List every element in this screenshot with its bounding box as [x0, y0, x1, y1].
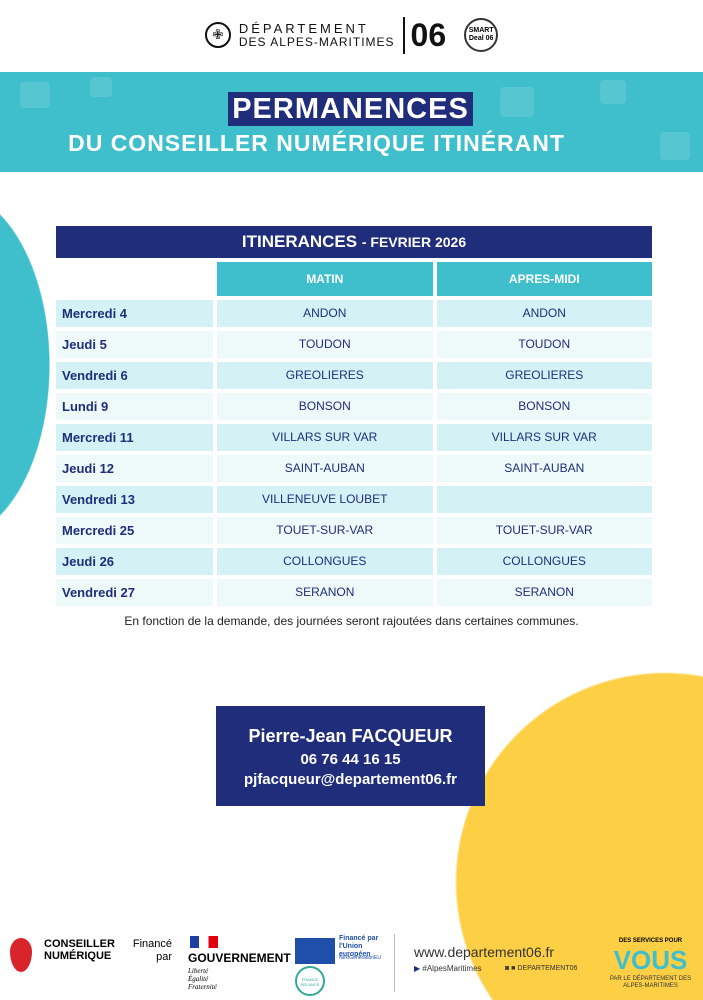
- day-cell: Jeudi 26: [56, 548, 213, 575]
- matin-cell: BONSON: [217, 393, 433, 420]
- banner-title: PERMANENCES: [228, 92, 473, 126]
- matin-cell: VILLARS SUR VAR: [217, 424, 433, 451]
- column-header-apres-midi: APRES-MIDI: [436, 262, 652, 296]
- table-row: Mercredi 25 TOUET-SUR-VAR TOUET-SUR-VAR: [56, 517, 652, 544]
- apres-midi-cell: TOUET-SUR-VAR: [436, 517, 652, 544]
- table-row: Vendredi 6 GREOLIERES GREOLIERES: [56, 362, 652, 389]
- table-row: Jeudi 26 COLLONGUES COLLONGUES: [56, 548, 652, 575]
- instagram-facebook-icons: ◙ ■: [505, 965, 516, 972]
- apres-midi-cell: ANDON: [436, 300, 652, 327]
- contact-email[interactable]: pjfacqueur@departement06.fr: [243, 771, 457, 788]
- day-cell: Jeudi 5: [56, 331, 213, 358]
- header-logos: ✙ DÉPARTEMENT DES ALPES-MARITIMES 06 SMAR…: [0, 0, 703, 70]
- day-cell: Vendredi 6: [56, 362, 213, 389]
- french-flag-icon: [190, 936, 218, 948]
- apres-midi-cell: [436, 486, 652, 513]
- org-line1: DÉPARTEMENT: [238, 20, 369, 36]
- table-title: ITINERANCES - FEVRIER 2026: [56, 226, 652, 258]
- eu-sub: NextGenerationEU: [339, 955, 381, 961]
- table-header-row: MATIN APRES-MIDI: [56, 262, 652, 296]
- table-row: Mercredi 11 VILLARS SUR VAR VILLARS SUR VA…: [56, 424, 652, 451]
- matin-cell: VILLENEUVE LOUBET: [217, 486, 433, 513]
- gouvernement-logo: GOUVERNEMENT: [188, 951, 291, 965]
- column-header-matin: MATIN: [217, 262, 433, 296]
- day-cell: Mercredi 25: [56, 517, 213, 544]
- eu-flag-icon: [295, 938, 335, 964]
- table-row: Jeudi 5 TOUDON TOUDON: [56, 331, 652, 358]
- decorative-teal-circle: [0, 190, 50, 540]
- conseiller-numerique-pin-icon: [10, 938, 32, 972]
- apres-midi-cell: GREOLIERES: [436, 362, 652, 389]
- footer: CONSEILLER NUMÉRIQUE Financé par GOUVERN…: [0, 930, 703, 1000]
- eu-funding: Financé par l'Union européen: [339, 935, 379, 958]
- table-row: Mercredi 4 ANDON ANDON: [56, 300, 652, 327]
- schedule-table: ITINERANCES - FEVRIER 2026 MATIN APRES-M…: [56, 226, 652, 606]
- conseiller-numerique-logo: CONSEILLER NUMÉRIQUE: [44, 938, 115, 962]
- smart-deal-logo: SMART Deal 06: [464, 18, 499, 52]
- department-number: 06: [402, 16, 446, 54]
- apres-midi-cell: VILLARS SUR VAR: [436, 424, 652, 451]
- department-name: DÉPARTEMENT DES ALPES-MARITIMES: [239, 22, 395, 49]
- apres-midi-cell: SERANON: [436, 579, 652, 606]
- france-relance-logo: FRANCE RELANCE: [295, 966, 325, 996]
- matin-cell: SAINT-AUBAN: [217, 455, 433, 482]
- matin-cell: ANDON: [217, 300, 433, 327]
- social-handle: ◙ ■ DEPARTEMENT06: [505, 965, 578, 972]
- table-row: Jeudi 12 SAINT-AUBAN SAINT-AUBAN: [56, 455, 652, 482]
- website-link[interactable]: www.departement06.fr: [414, 944, 555, 960]
- matin-cell: GREOLIERES: [217, 362, 433, 389]
- divider: [394, 934, 395, 992]
- contact-name: Pierre-Jean FACQUEUR: [248, 726, 453, 746]
- decorative-yellow-circle: [455, 672, 703, 1000]
- twitter-icon: ▶: [414, 964, 421, 973]
- devise: Liberté Égalité Fraternité: [188, 967, 217, 991]
- services-label: DES SERVICES POUR: [618, 938, 683, 944]
- matin-cell: TOUET-SUR-VAR: [217, 517, 433, 544]
- vous-logo: VOUS: [613, 945, 688, 975]
- apres-midi-cell: TOUDON: [436, 331, 652, 358]
- day-cell: Lundi 9: [56, 393, 213, 420]
- department-emblem-icon: ✙: [204, 22, 231, 48]
- contact-phone[interactable]: 06 76 44 16 15: [300, 751, 401, 768]
- contact-box: Pierre-Jean FACQUEUR 06 76 44 16 15 pjfa…: [216, 706, 485, 806]
- apres-midi-cell: BONSON: [436, 393, 652, 420]
- table-row: Vendredi 13 VILLENEUVE LOUBET: [56, 486, 652, 513]
- table-row: Lundi 9 BONSON BONSON: [56, 393, 652, 420]
- day-cell: Vendredi 13: [56, 486, 213, 513]
- finance-label: Financé par: [132, 938, 172, 963]
- day-cell: Mercredi 11: [56, 424, 213, 451]
- day-cell: Mercredi 4: [56, 300, 213, 327]
- matin-cell: COLLONGUES: [217, 548, 433, 575]
- matin-cell: SERANON: [217, 579, 433, 606]
- twitter-handle: ▶ #AlpesMaritimes: [414, 964, 482, 973]
- matin-cell: TOUDON: [217, 331, 433, 358]
- day-cell: Jeudi 12: [56, 455, 213, 482]
- services-sub: PAR LE DÉPARTEMENT DES ALPES-MARITIMES: [609, 976, 692, 989]
- day-cell: Vendredi 27: [56, 579, 213, 606]
- banner-subtitle: DU CONSEILLER NUMÉRIQUE ITINÉRANT: [68, 130, 565, 156]
- table-row: Vendredi 27 SERANON SERANON: [56, 579, 652, 606]
- apres-midi-cell: SAINT-AUBAN: [436, 455, 652, 482]
- apres-midi-cell: COLLONGUES: [436, 548, 652, 575]
- note: En fonction de la demande, des journées …: [124, 614, 579, 628]
- org-line2: DES ALPES-MARITIMES: [238, 34, 395, 49]
